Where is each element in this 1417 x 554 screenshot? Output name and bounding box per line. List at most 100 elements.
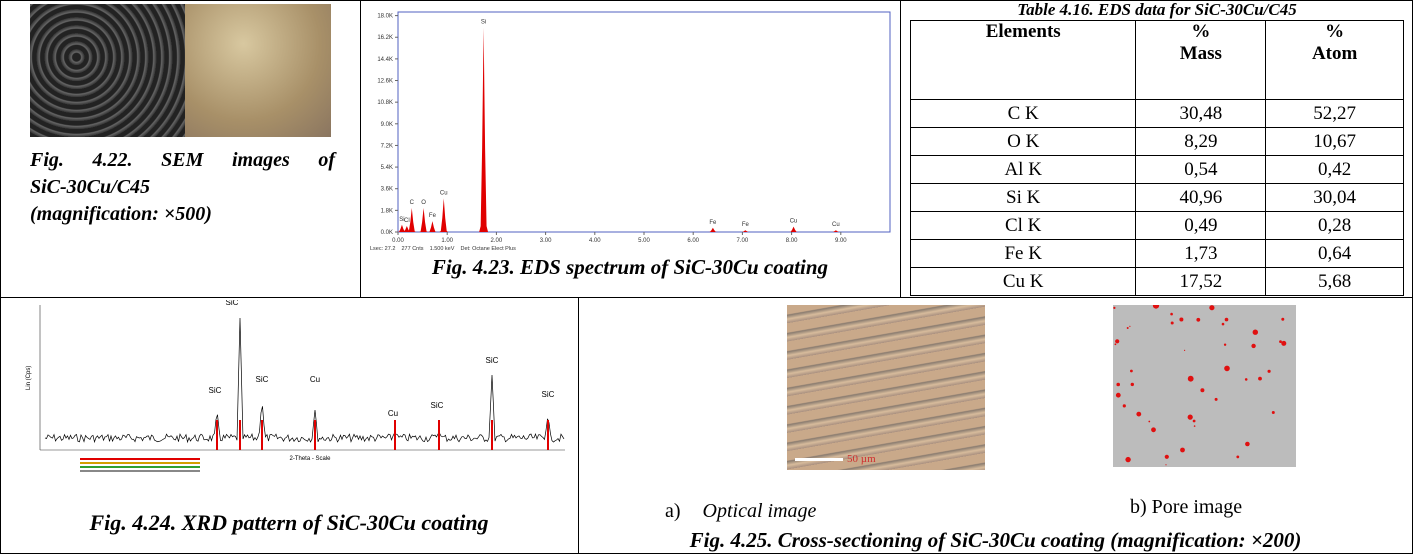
x-tick-label: 4.00 bbox=[589, 238, 601, 244]
table-cell: Fe K bbox=[909, 239, 1137, 268]
table-cell: Al K bbox=[909, 155, 1137, 184]
optical-cross-section: 50 µm bbox=[787, 305, 985, 470]
table-cell: 0,49 bbox=[1135, 211, 1267, 240]
figure-caption: Fig. 4.22. SEM images of SiC-30Cu/C45 (mag… bbox=[30, 147, 335, 228]
pore bbox=[1251, 343, 1256, 349]
reference-line bbox=[438, 420, 440, 450]
pore bbox=[1125, 456, 1131, 463]
pore bbox=[1151, 427, 1156, 433]
x-tick-label: 6.00 bbox=[687, 238, 699, 244]
figure-caption: Fig. 4.24. XRD pattern of SiC-30Cu coati… bbox=[89, 510, 489, 535]
header-cell: % Atom bbox=[1265, 20, 1404, 100]
table-row: Fe K 1,73 0,64 bbox=[909, 239, 1404, 268]
reference-line bbox=[216, 420, 218, 450]
peak bbox=[397, 224, 407, 232]
border bbox=[578, 297, 579, 554]
pore bbox=[1258, 376, 1262, 381]
y-tick-label: 10.8K bbox=[377, 100, 393, 106]
x-tick-label: 7.00 bbox=[737, 238, 749, 244]
peak-label: SiC bbox=[226, 300, 239, 307]
header-line: Elements bbox=[985, 21, 1061, 42]
peak-label: Cu bbox=[310, 375, 320, 384]
table-title: Table 4.16. EDS data for SiC-30Cu/C45 bbox=[1017, 0, 1297, 19]
table-cell: 10,67 bbox=[1265, 127, 1404, 156]
pore bbox=[1281, 340, 1287, 346]
table-row: Cl K 0,49 0,28 bbox=[909, 211, 1404, 240]
pore bbox=[1187, 414, 1193, 420]
x-tick-label: 0.00 bbox=[392, 238, 404, 244]
x-tick-label: 3.00 bbox=[540, 238, 552, 244]
y-tick-label: 12.6K bbox=[377, 79, 393, 85]
peak bbox=[740, 230, 750, 232]
table-cell: 52,27 bbox=[1265, 99, 1404, 128]
table-cell: 1,73 bbox=[1135, 239, 1267, 268]
table-row: Al K 0,54 0,42 bbox=[909, 155, 1404, 184]
border bbox=[360, 0, 361, 297]
status-line: Lsec: 27.2 277 Cnts 1.500 keV Det: Octan… bbox=[370, 246, 516, 252]
pore bbox=[1252, 329, 1258, 335]
scale-label: 50 µm bbox=[847, 453, 876, 465]
y-tick-label: 5.4K bbox=[381, 165, 393, 171]
peak bbox=[831, 230, 841, 232]
peak-label: Si bbox=[481, 20, 486, 26]
pore bbox=[1116, 382, 1120, 387]
pore bbox=[1115, 339, 1120, 344]
peak-label: SiC bbox=[209, 386, 222, 395]
y-tick-label: 14.4K bbox=[377, 57, 393, 63]
figure-caption: Fig. 4.25. Cross-sectioning of SiC-30Cu … bbox=[689, 528, 1302, 552]
panel-text: Optical image bbox=[702, 500, 817, 522]
pore bbox=[1126, 327, 1129, 329]
reference-line bbox=[261, 420, 263, 450]
peak-label: Cu bbox=[440, 190, 448, 196]
header-line: Atom bbox=[1311, 43, 1358, 64]
legend-bar bbox=[80, 462, 200, 464]
pore bbox=[1193, 425, 1196, 427]
pore bbox=[1152, 305, 1160, 309]
pore bbox=[1224, 317, 1229, 322]
table-cell: 17,52 bbox=[1135, 267, 1267, 296]
peak bbox=[439, 198, 449, 232]
pore bbox=[1130, 382, 1134, 387]
border bbox=[0, 0, 1, 554]
caption-line: (magnification: ×500) bbox=[30, 203, 212, 225]
table-cell: 0,28 bbox=[1265, 211, 1404, 240]
table-cell: 40,96 bbox=[1135, 183, 1267, 212]
border bbox=[0, 0, 1413, 1]
table-cell: 30,04 bbox=[1265, 183, 1404, 212]
peak-label: Cl bbox=[404, 218, 410, 224]
pore bbox=[1122, 404, 1126, 408]
table-cell: 0,54 bbox=[1135, 155, 1267, 184]
reference-line bbox=[491, 420, 493, 450]
pore-background bbox=[1113, 305, 1296, 467]
y-tick-label: 0.0K bbox=[381, 230, 393, 236]
table-row: C K 30,48 52,27 bbox=[909, 99, 1404, 128]
caption-line: SiC-30Cu/C45 bbox=[30, 176, 151, 198]
peak bbox=[789, 226, 798, 232]
y-tick-label: 3.6K bbox=[381, 187, 393, 193]
pore bbox=[1200, 388, 1205, 393]
x-tick-label: 8.00 bbox=[786, 238, 798, 244]
reference-line bbox=[394, 420, 396, 450]
reference-line bbox=[314, 420, 316, 450]
pore bbox=[1214, 397, 1218, 401]
peak-label: SiC bbox=[256, 375, 269, 384]
pore bbox=[1180, 447, 1185, 453]
pore bbox=[1115, 392, 1121, 398]
figure-caption: Fig. 4.23. EDS spectrum of SiC-30Cu coat… bbox=[431, 255, 829, 279]
pore bbox=[1114, 343, 1117, 346]
peak-label: Cu bbox=[388, 409, 398, 418]
peak-label: SiC bbox=[431, 401, 444, 410]
table-cell: 0,42 bbox=[1265, 155, 1404, 184]
pore bbox=[1130, 369, 1133, 373]
header-line: Mass bbox=[1179, 43, 1222, 64]
border bbox=[900, 0, 901, 297]
legend-bar bbox=[80, 466, 200, 468]
peak-label: O bbox=[421, 200, 426, 206]
eds-table: Elements% Mass% Atom C K 30,48 52,27 O K 8,29 10… bbox=[909, 20, 1404, 296]
pore bbox=[1192, 419, 1196, 423]
pore bbox=[1113, 306, 1116, 309]
pore bbox=[1236, 455, 1240, 459]
caption-line: Fig. 4.22. SEM images of bbox=[30, 149, 335, 171]
panel-letter: a) bbox=[665, 500, 681, 522]
